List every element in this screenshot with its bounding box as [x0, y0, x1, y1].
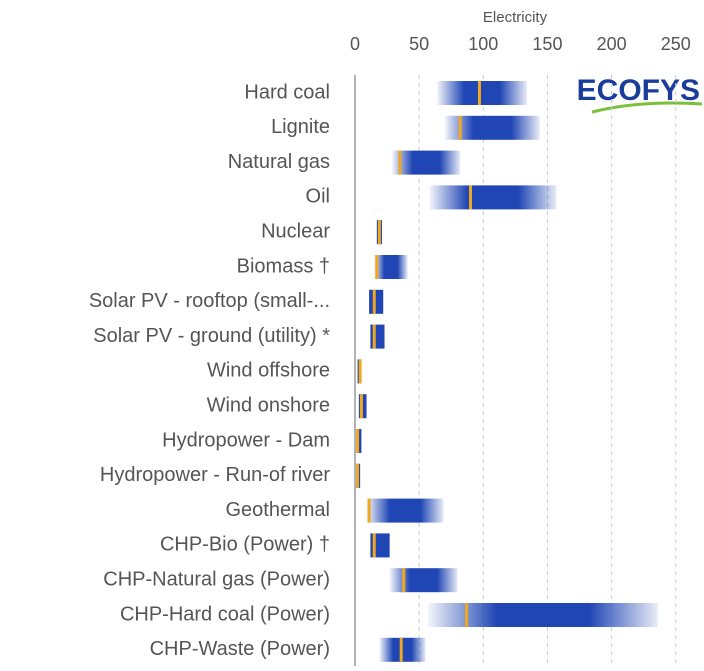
x-tick-label: 0 — [350, 34, 360, 54]
y-tick-label: Natural gas — [228, 151, 330, 173]
y-tick-label: CHP-Natural gas (Power) — [103, 568, 330, 590]
y-tick-label: Hydropower - Dam — [162, 429, 330, 451]
y-tick-label: Nuclear — [261, 220, 330, 242]
central-marker — [399, 637, 403, 662]
central-marker — [372, 324, 376, 349]
y-tick-label: Wind offshore — [207, 360, 330, 382]
central-marker — [468, 185, 472, 210]
central-marker — [398, 150, 402, 175]
x-tick-label: 200 — [597, 34, 627, 54]
range-bar — [357, 429, 362, 453]
y-tick-label: Oil — [306, 186, 330, 208]
central-marker — [377, 220, 381, 245]
y-tick-label: Wind onshore — [207, 394, 330, 416]
range-bar — [428, 603, 658, 627]
axis-label: Electricity — [483, 9, 548, 26]
central-marker — [402, 568, 406, 593]
central-marker — [375, 255, 379, 279]
range-bar — [429, 185, 557, 210]
central-marker — [458, 115, 462, 140]
range-bar — [366, 498, 444, 523]
central-marker — [359, 394, 363, 419]
y-tick-label: Biomass † — [237, 255, 330, 277]
range-bar — [437, 81, 527, 105]
central-marker — [372, 533, 376, 558]
x-tick-label: 100 — [468, 34, 498, 54]
x-tick-label: 50 — [409, 34, 429, 54]
logo: ECOFYS — [577, 74, 700, 107]
y-tick-label: CHP-Bio (Power) † — [160, 534, 330, 556]
y-tick-label: Hard coal — [244, 81, 330, 103]
y-tick-label: CHP-Hard coal (Power) — [120, 603, 330, 625]
range-bar — [389, 568, 458, 593]
x-tick-label: 250 — [661, 34, 691, 54]
central-marker — [356, 463, 360, 488]
central-marker — [465, 603, 469, 627]
range-bar — [374, 255, 408, 279]
y-tick-label: Hydropower - Run-of river — [100, 464, 330, 486]
central-marker — [477, 81, 481, 105]
central-marker — [372, 289, 376, 314]
central-marker — [358, 359, 362, 384]
range-bar — [370, 324, 385, 349]
range-bar — [369, 289, 384, 314]
central-marker — [356, 429, 360, 453]
y-tick-label: Lignite — [271, 116, 330, 138]
y-tick-label: CHP-Waste (Power) — [150, 638, 330, 660]
central-marker — [367, 498, 371, 523]
y-tick-label: Solar PV - ground (utility) * — [93, 325, 330, 347]
range-bar — [392, 150, 461, 175]
x-tick-label: 150 — [532, 34, 562, 54]
y-tick-label: Solar PV - rooftop (small-... — [89, 290, 330, 312]
y-tick-label: Geothermal — [226, 499, 331, 521]
logo-swoosh — [591, 101, 703, 114]
